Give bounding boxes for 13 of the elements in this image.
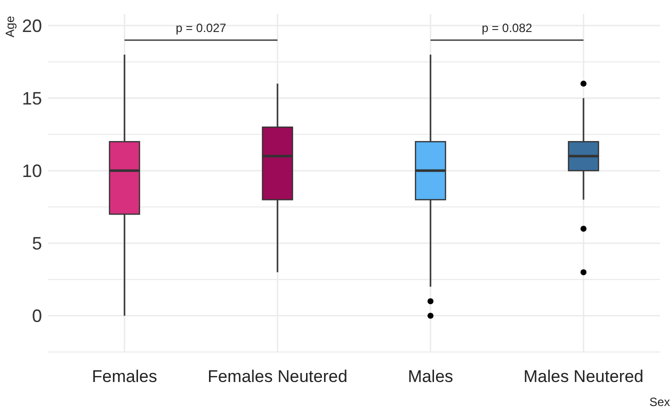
y-tick-label: 0 [32, 306, 42, 326]
x-tick-label: Males Neutered [523, 367, 644, 386]
y-axis-title: Age [3, 16, 17, 38]
y-tick-label: 5 [32, 234, 42, 254]
y-tick-label: 15 [22, 88, 42, 108]
y-tick-label: 10 [22, 160, 42, 181]
x-tick-label: Females Neutered [208, 367, 348, 386]
x-axis-title: Sex [649, 395, 670, 409]
annotation: p = 0.027 [176, 21, 227, 36]
x-tick-label: Males [408, 367, 454, 386]
annotation: p = 0.082 [482, 21, 533, 36]
y-tick-label: 20 [22, 16, 42, 36]
x-tick-label: Females [92, 367, 158, 386]
